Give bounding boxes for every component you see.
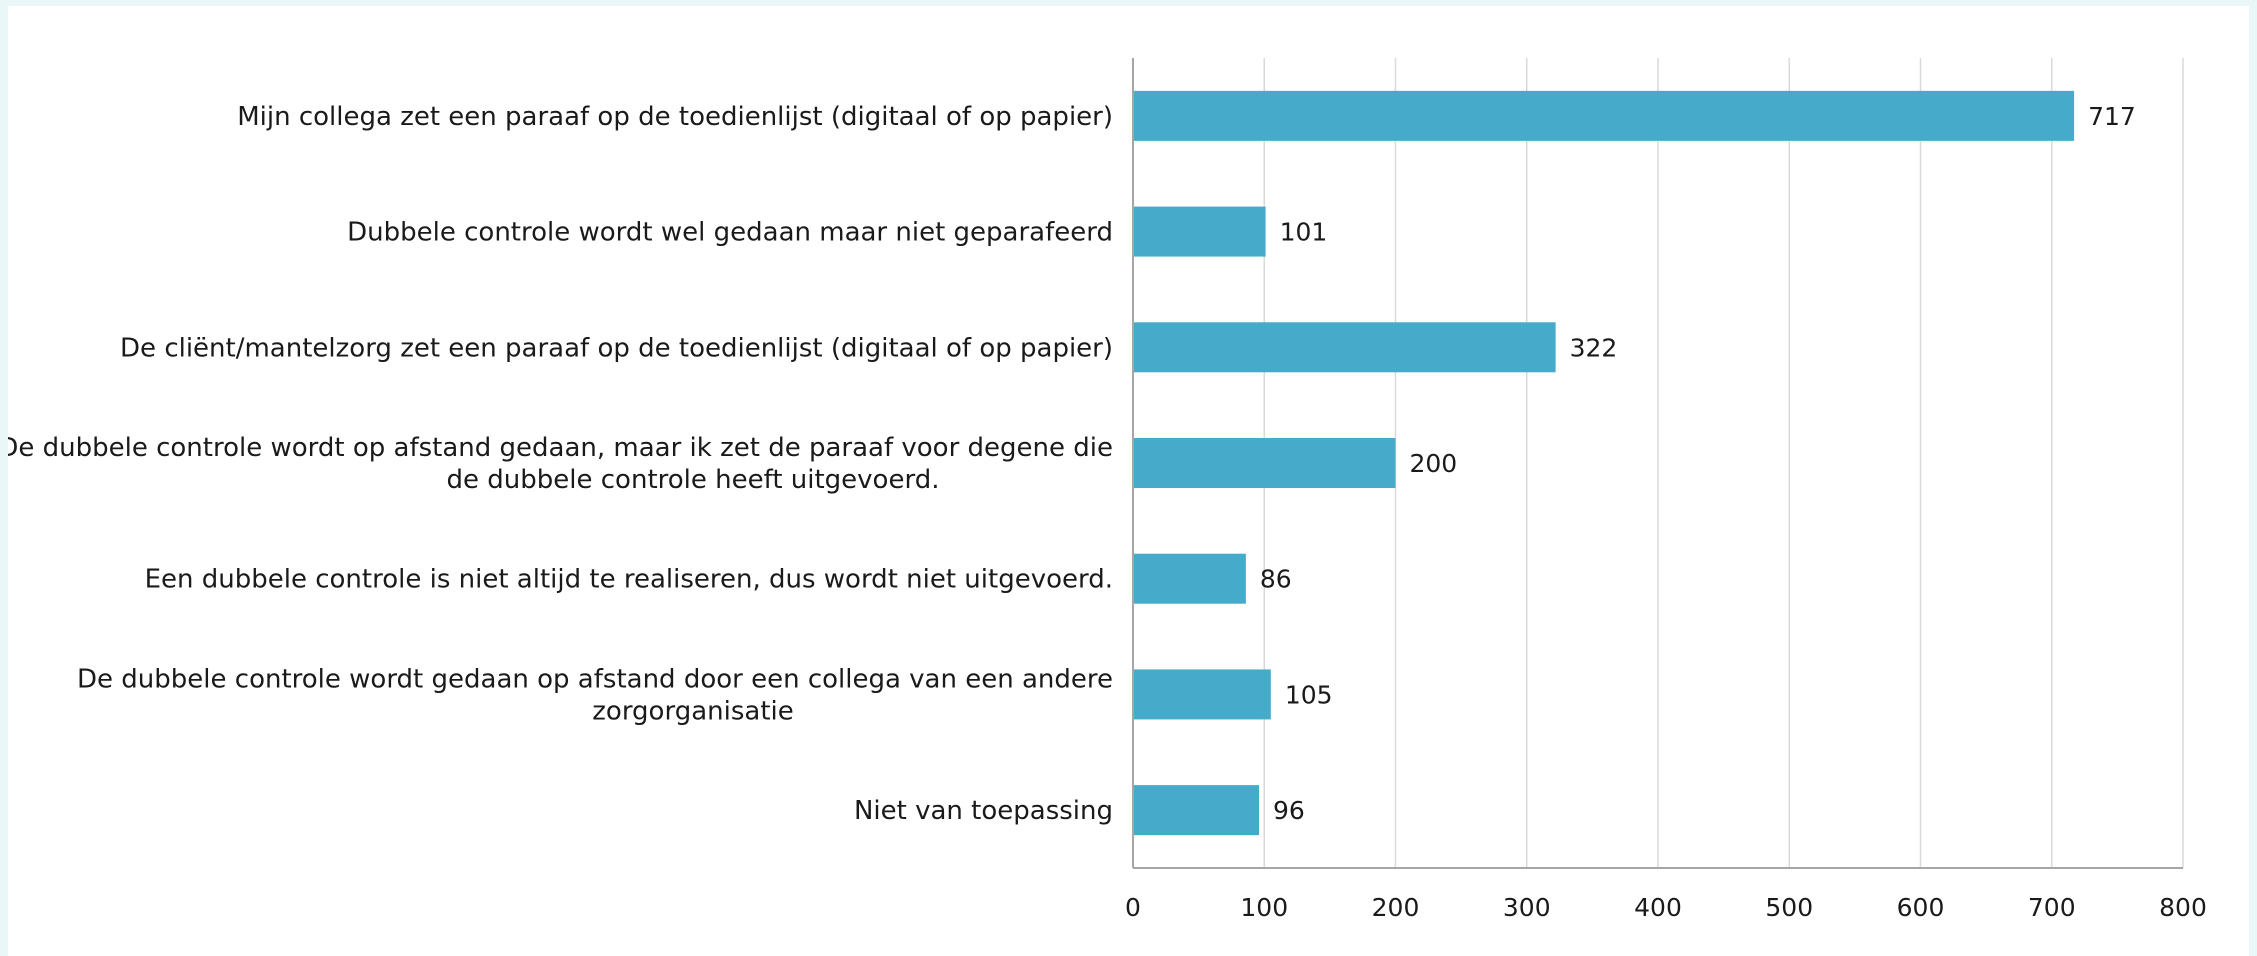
data-label: 322 bbox=[1570, 333, 1618, 362]
bar bbox=[1134, 785, 1259, 836]
data-label: 200 bbox=[1410, 449, 1458, 478]
data-label: 86 bbox=[1260, 565, 1292, 594]
x-tick-label: 600 bbox=[1897, 893, 1945, 922]
bar-chart: 0 100 200 300 400 500 600 700 800 717 Mijn collega… bbox=[8, 58, 2207, 922]
label-layer: 0 100 200 300 400 500 600 700 800 717 Mijn collega… bbox=[8, 102, 2207, 922]
axis-layer bbox=[1132, 58, 2183, 869]
category-label: De dubbele controle wordt op afstand ged… bbox=[8, 433, 1113, 463]
bar-layer bbox=[1134, 90, 2075, 836]
data-label: 717 bbox=[2088, 102, 2136, 131]
bar bbox=[1134, 206, 1266, 257]
category-label: zorgorganisatie bbox=[592, 696, 793, 726]
x-tick-label: 800 bbox=[2159, 893, 2207, 922]
category-label: De cliënt/mantelzorg zet een paraaf op d… bbox=[120, 333, 1113, 363]
category-label: De dubbele controle wordt gedaan op afst… bbox=[77, 664, 1113, 694]
category-label: Dubbele controle wordt wel gedaan maar n… bbox=[347, 218, 1113, 248]
x-tick-label: 300 bbox=[1503, 893, 1551, 922]
grid-layer bbox=[1263, 58, 2184, 868]
data-label: 96 bbox=[1273, 796, 1305, 825]
category-label: de dubbele controle heeft uitgevoerd. bbox=[447, 465, 940, 495]
bar bbox=[1134, 438, 1396, 488]
bar bbox=[1134, 90, 2075, 141]
data-label: 101 bbox=[1280, 218, 1328, 247]
x-tick-label: 700 bbox=[2028, 893, 2076, 922]
category-label: Een dubbele controle is niet altijd te r… bbox=[145, 565, 1113, 595]
x-tick-label: 100 bbox=[1240, 893, 1288, 922]
category-label: Niet van toepassing bbox=[854, 796, 1113, 826]
x-tick-label: 0 bbox=[1125, 893, 1141, 922]
bar bbox=[1134, 669, 1271, 720]
x-tick-label: 200 bbox=[1372, 893, 1420, 922]
category-label: Mijn collega zet een paraaf op de toedie… bbox=[237, 102, 1113, 132]
x-tick-label: 400 bbox=[1634, 893, 1682, 922]
x-tick-label: 500 bbox=[1765, 893, 1813, 922]
bar bbox=[1134, 553, 1246, 604]
data-label: 105 bbox=[1285, 680, 1333, 709]
chart-frame: 0 100 200 300 400 500 600 700 800 717 Mijn collega… bbox=[8, 6, 2249, 956]
bar bbox=[1134, 322, 1556, 373]
